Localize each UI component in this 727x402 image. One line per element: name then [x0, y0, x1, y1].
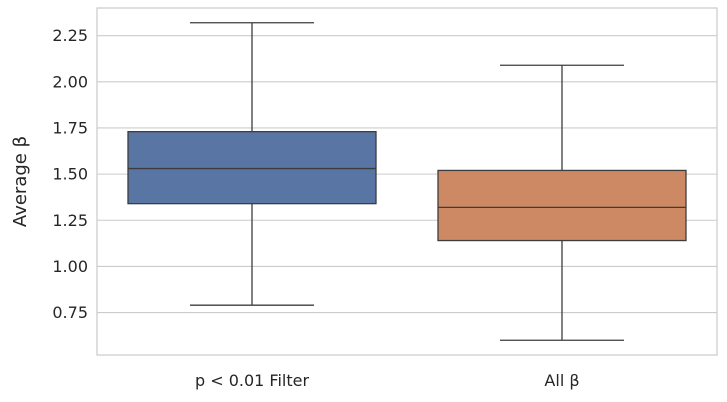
x-tick-label: All β [544, 371, 579, 390]
y-tick-labels: 0.75 1.00 1.25 1.50 1.75 2.00 2.25 [52, 26, 88, 322]
y-tick-label: 1.00 [52, 257, 88, 276]
y-tick-label: 1.50 [52, 165, 88, 184]
iqr-box [437, 169, 687, 242]
y-tick-label: 2.00 [52, 72, 88, 91]
y-tick-label: 0.75 [52, 303, 88, 322]
x-tick-label: p < 0.01 Filter [195, 371, 309, 390]
box-2 [437, 64, 687, 341]
x-tick-labels: p < 0.01 Filter All β [195, 371, 580, 390]
plot-frame [96, 7, 718, 356]
y-tick-label: 2.25 [52, 26, 88, 45]
boxes [127, 22, 687, 341]
iqr-box [127, 131, 377, 205]
y-tick-label: 1.75 [52, 118, 88, 137]
box-1 [127, 22, 377, 306]
y-tick-label: 1.25 [52, 211, 88, 230]
y-axis-label: Average β [10, 136, 31, 227]
